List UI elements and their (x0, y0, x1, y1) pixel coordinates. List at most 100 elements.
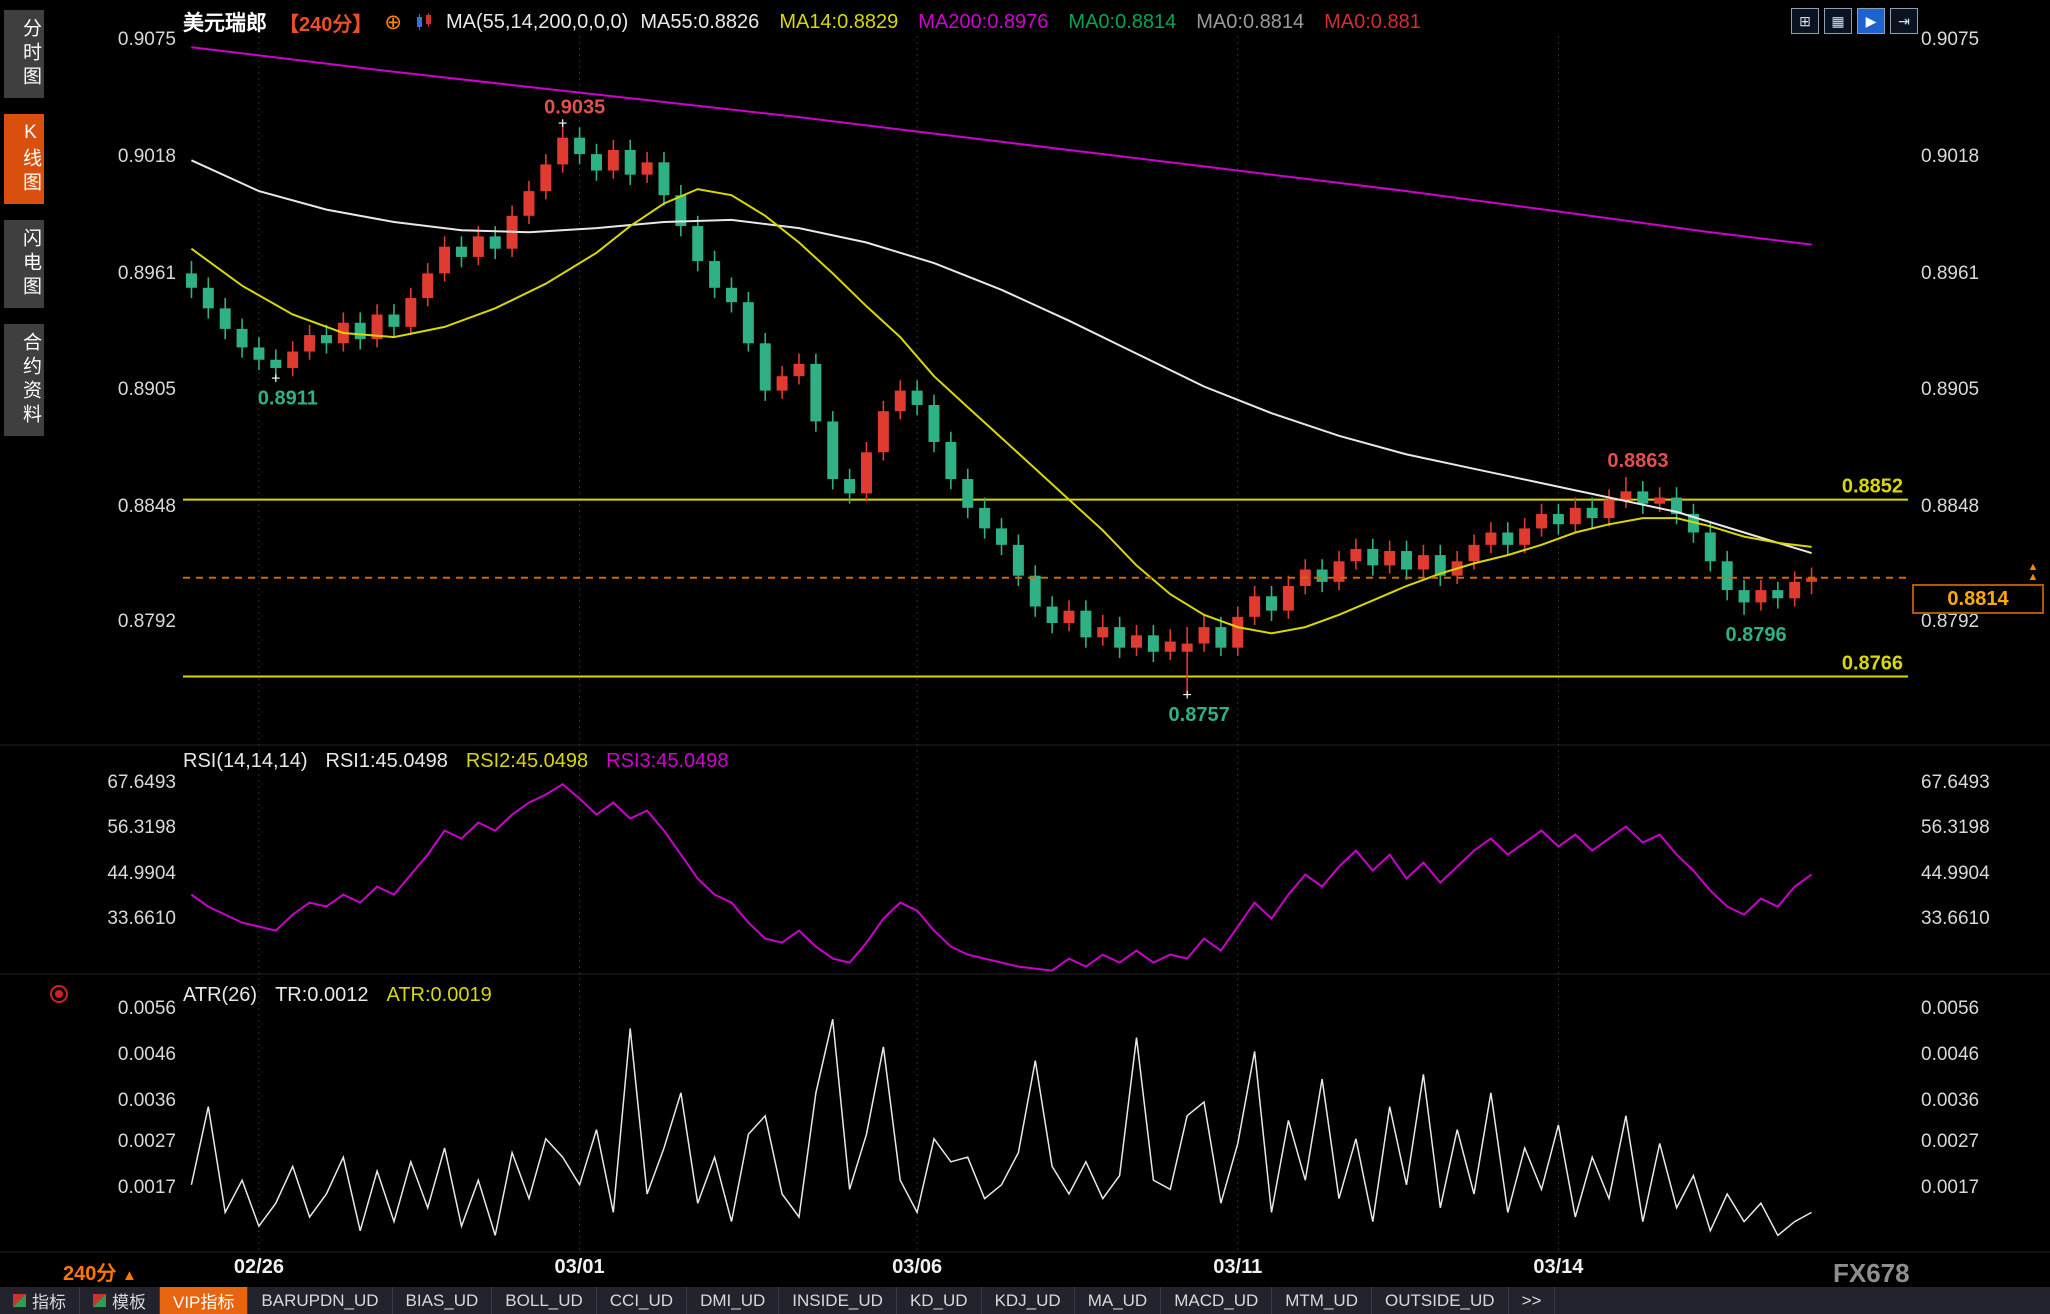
candle (1114, 627, 1126, 648)
period-selector[interactable]: 240分 ▲ (63, 1257, 137, 1286)
axis-tick: 0.0027 (117, 1131, 176, 1153)
candle (1468, 544, 1480, 562)
ma-formula: MA(55,14,200,0,0,0) (445, 10, 629, 33)
extreme-marker: + (271, 370, 280, 387)
tab-cci-ud[interactable]: CCI_UD (597, 1287, 688, 1314)
candle (270, 359, 282, 368)
tab-inside-ud[interactable]: INSIDE_UD (779, 1287, 897, 1314)
candle (658, 162, 670, 196)
axis-tick: 0.8961 (117, 263, 176, 285)
axis-tick: 33.6610 (107, 907, 176, 929)
candle (962, 479, 974, 508)
candle (1620, 491, 1632, 500)
indicator-grid-icon (13, 1294, 26, 1307)
candle (405, 298, 417, 327)
layout-quad-icon[interactable]: ⊞ (1791, 8, 1819, 34)
ma-value-label: MA200:0.8976 (918, 10, 1049, 33)
watermark: FX678 (1833, 1258, 1910, 1288)
ma-value-label: MA0:0.8814 (1196, 10, 1305, 33)
tab-kdj-ud[interactable]: KDJ_UD (982, 1287, 1075, 1314)
candle (1789, 581, 1801, 599)
tab-more-tabs[interactable]: >> (1509, 1287, 1556, 1314)
tab-vip-indicators[interactable]: VIP指标 (160, 1287, 249, 1314)
candle (320, 335, 332, 344)
candle (185, 273, 197, 288)
candle (776, 376, 788, 391)
ma-value-label: MA0:0.8814 (1068, 10, 1177, 33)
sidebar-item-contract-info[interactable]: 合约资料 (4, 324, 44, 436)
candle (1282, 585, 1294, 611)
tr-line (190, 1019, 1812, 1237)
candle (979, 507, 991, 529)
candle (860, 452, 872, 494)
tab-boll-ud[interactable]: BOLL_UD (492, 1287, 597, 1314)
symbol-title: 美元瑞郎 (183, 12, 267, 35)
axis-tick: 0.9018 (1921, 146, 1980, 168)
candle (1063, 610, 1075, 623)
axis-tick: 0.9018 (117, 146, 176, 168)
chart-mode-icon[interactable]: ▶ (1857, 8, 1885, 34)
candle (827, 421, 839, 480)
axis-tick: 44.9904 (1921, 862, 1990, 884)
candle (1029, 575, 1041, 607)
rsi-formula: RSI(14,14,14) (183, 750, 308, 772)
ma-values: MA55:0.8826 MA14:0.8829 MA200:0.8976 MA0:0.… (640, 11, 1421, 34)
current-price-box: 0.8814 (1912, 584, 2044, 614)
axis-tick: 0.8905 (117, 378, 176, 400)
price-annotation: 0.8757 (1169, 704, 1230, 726)
current-price-value: 0.8814 (1947, 587, 2009, 610)
tab-macd-ud[interactable]: MACD_UD (1161, 1287, 1273, 1314)
candle (1249, 596, 1261, 617)
candle (675, 195, 687, 227)
x-axis-tick: 03/11 (1213, 1256, 1263, 1278)
period-label[interactable]: 【240分】 (279, 13, 373, 36)
candle (1536, 513, 1548, 529)
tab-outside-ud[interactable]: OUTSIDE_UD (1372, 1287, 1509, 1314)
candle (1434, 555, 1446, 576)
x-axis-tick: 03/06 (892, 1256, 943, 1278)
axis-tick: 33.6610 (1921, 907, 1990, 929)
candle (1097, 627, 1109, 638)
ma-line-ma55 (190, 159, 1812, 555)
tab-label: 指标 (32, 1293, 66, 1312)
sidebar-item-lightning-chart[interactable]: 闪电图 (4, 220, 44, 308)
exit-layout-icon[interactable]: ⇥ (1890, 8, 1918, 34)
candle (1806, 577, 1818, 582)
tab-mtm-ud[interactable]: MTM_UD (1272, 1287, 1372, 1314)
candle (641, 162, 653, 175)
price-annotation: 0.8863 (1607, 450, 1668, 472)
tab-dmi-ud[interactable]: DMI_UD (687, 1287, 780, 1314)
tab-barupdn-ud[interactable]: BARUPDN_UD (248, 1287, 393, 1314)
tab-templates[interactable]: 模板 (80, 1287, 160, 1314)
tr-value: TR:0.0012 (275, 984, 369, 1006)
indicator-tab-bar: 指标 模板 VIP指标 BARUPDN_UD BIAS_UD BOLL_UD CCI_UD D… (0, 1287, 2050, 1314)
candle (1687, 513, 1699, 533)
candle (1485, 532, 1497, 545)
sidebar-item-kline-chart[interactable]: K线图 (4, 114, 44, 204)
tab-indicators[interactable]: 指标 (0, 1287, 80, 1314)
add-indicator-icon[interactable]: ⊕ (384, 10, 402, 34)
tab-label: BARUPDN_UD (261, 1290, 379, 1310)
chart-type-sidebar: 分时图 K线图闪电图合约资料 (0, 0, 48, 1314)
tab-bias-ud[interactable]: BIAS_UD (393, 1287, 493, 1314)
indicator-settings-icon[interactable] (50, 985, 68, 1003)
tab-kd-ud[interactable]: KD_UD (897, 1287, 982, 1314)
period-up-icon: ▲ (121, 1267, 137, 1284)
sidebar-item-time-chart[interactable]: 分时图 (4, 10, 44, 98)
candle (455, 246, 467, 257)
candle (287, 351, 299, 368)
candle (742, 302, 754, 344)
ma-value-label: MA55:0.8826 (640, 10, 760, 33)
axis-tick: 0.8961 (1921, 263, 1980, 285)
layout-columns-icon[interactable]: ▦ (1824, 8, 1852, 34)
scroll-latest-icon[interactable]: ▲▲ (2027, 561, 2039, 583)
candle (574, 137, 586, 155)
tab-ma-ud[interactable]: MA_UD (1075, 1287, 1162, 1314)
price-annotation: 0.8911 (258, 387, 318, 409)
ma-value-label: MA0:0.881 (1324, 10, 1421, 33)
extreme-marker: + (1182, 687, 1191, 704)
rsi-panel-header: RSI(14,14,14) RSI1:45.0498 RSI2:45.0498 RSI… (183, 750, 729, 773)
tab-label: INSIDE_UD (792, 1290, 883, 1310)
tab-label: >> (1521, 1290, 1542, 1310)
